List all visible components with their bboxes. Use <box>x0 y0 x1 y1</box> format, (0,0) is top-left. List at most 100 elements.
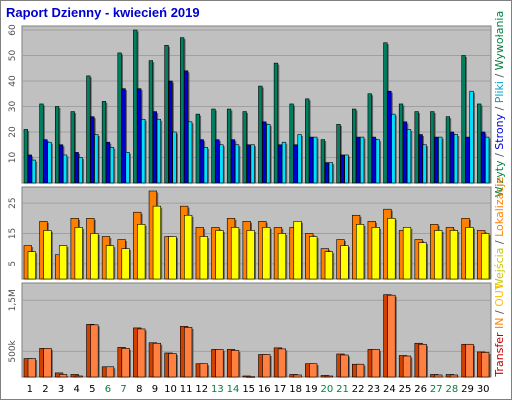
top-series-2-bar <box>469 90 474 184</box>
top-series-0-bar <box>70 111 75 184</box>
middle-series-1-bar <box>481 233 490 280</box>
top-series-0-bar <box>54 106 60 184</box>
legend-bottom: Transfer IN / OUT <box>493 283 506 378</box>
bottom-series-1-bar <box>152 342 161 378</box>
top-series-2-bar <box>375 139 380 184</box>
middle-series-1-bar <box>465 227 474 280</box>
day-label: 7 <box>120 384 126 395</box>
top-series-1-bar <box>293 144 298 184</box>
top-series-1-bar <box>152 111 157 184</box>
top-series-1-bar <box>355 136 361 184</box>
top-series-2-bar <box>62 154 68 184</box>
top-series-1-bar <box>262 121 267 184</box>
day-label: 10 <box>164 384 177 395</box>
middle-series-1-bar <box>277 233 287 280</box>
legend-entry: IN <box>493 314 506 332</box>
top-series-0-bar <box>164 44 169 184</box>
top-series-0-bar <box>320 139 325 184</box>
top-series-2-bar <box>141 118 146 184</box>
top-series-1-bar <box>168 80 173 184</box>
day-label: 12 <box>195 384 208 395</box>
top-series-0-bar <box>273 62 279 184</box>
bottom-series-1-bar <box>105 366 115 378</box>
top-series-2-bar <box>172 131 177 184</box>
top-series-1-bar <box>105 141 111 184</box>
day-label: 27 <box>430 384 443 395</box>
top-series-2-bar <box>234 144 240 184</box>
top-series-0-bar <box>445 116 451 184</box>
top-series-2-bar <box>250 144 255 184</box>
top-series-1-bar <box>277 144 283 184</box>
top-series-0-bar <box>258 85 263 184</box>
top-series-1-bar <box>58 144 64 184</box>
legend-entry: Pliki <box>493 81 506 103</box>
top-series-2-bar <box>78 157 83 184</box>
top-series-2-bar <box>31 159 36 184</box>
middle-ytick-label: 15 <box>8 228 18 239</box>
top-series-2-bar <box>188 121 193 184</box>
bottom-series-1-bar <box>58 374 68 378</box>
legend-entry: / <box>493 307 506 314</box>
middle-series-1-bar <box>137 224 146 280</box>
top-series-0-bar <box>305 98 310 184</box>
top-series-0-bar <box>180 37 185 184</box>
day-label: 30 <box>477 384 490 395</box>
middle-series-1-bar <box>27 251 36 280</box>
top-series-1-bar <box>387 90 392 184</box>
top-series-0-bar <box>101 101 107 184</box>
middle-series-1-bar <box>262 227 271 280</box>
top-series-1-bar <box>27 154 32 184</box>
bottom-series-1-bar <box>215 349 224 378</box>
top-series-1-bar <box>324 162 329 184</box>
bottom-series-1-bar <box>74 375 83 378</box>
top-series-2-bar <box>94 134 99 184</box>
day-label: 24 <box>383 384 396 395</box>
day-label: 1 <box>27 384 33 395</box>
day-label: 13 <box>211 384 224 395</box>
middle-series-1-bar <box>43 230 52 280</box>
top-series-0-bar <box>211 108 216 184</box>
bottom-series-1-bar <box>43 348 52 378</box>
day-label: 17 <box>274 384 287 395</box>
top-series-0-bar <box>226 108 232 184</box>
middle-series-1-bar <box>90 233 99 280</box>
top-panel-bg <box>21 25 492 184</box>
top-series-2-bar <box>359 136 365 184</box>
legend-entry: Transfer <box>493 332 506 378</box>
middle-series-1-bar <box>355 224 365 280</box>
middle-series-1-bar <box>168 236 177 280</box>
top-series-1-bar <box>481 131 486 184</box>
top-series-0-bar <box>477 103 482 184</box>
bottom-series-1-bar <box>293 374 302 378</box>
bottom-series-1-bar <box>230 350 240 378</box>
top-series-0-bar <box>23 129 28 184</box>
legend-entry: Lokalizacje <box>493 177 506 237</box>
bottom-series-1-bar <box>199 363 208 378</box>
top-ytick-label: 30 <box>8 101 18 113</box>
top-series-1-bar <box>371 136 376 184</box>
bottom-series-1-bar <box>309 363 318 378</box>
top-series-2-bar <box>313 136 318 184</box>
top-series-2-bar <box>47 141 52 184</box>
bottom-series-1-bar <box>465 343 474 378</box>
legend-entry: Wywołania <box>493 11 506 71</box>
middle-series-1-bar <box>105 245 115 280</box>
top-series-0-bar <box>86 75 91 184</box>
top-series-0-bar <box>367 93 372 184</box>
top-series-1-bar <box>137 88 142 184</box>
bottom-series-1-bar <box>137 328 146 378</box>
top-series-0-bar <box>289 103 294 184</box>
top-series-2-bar <box>422 144 427 184</box>
top-series-2-bar <box>266 124 271 184</box>
top-series-0-bar <box>133 29 138 184</box>
day-label: 6 <box>105 384 111 395</box>
day-label: 28 <box>446 384 459 395</box>
legend-middle: Wejścia / Lokalizacje <box>493 177 506 290</box>
day-label: 21 <box>336 384 349 395</box>
legend-entry: / <box>493 150 506 161</box>
middle-series-1-bar <box>74 227 83 280</box>
day-label: 18 <box>289 384 302 395</box>
legend-entry: Wejścia <box>493 248 506 290</box>
day-label: 20 <box>320 384 333 395</box>
bottom-series-1-bar <box>27 358 36 378</box>
